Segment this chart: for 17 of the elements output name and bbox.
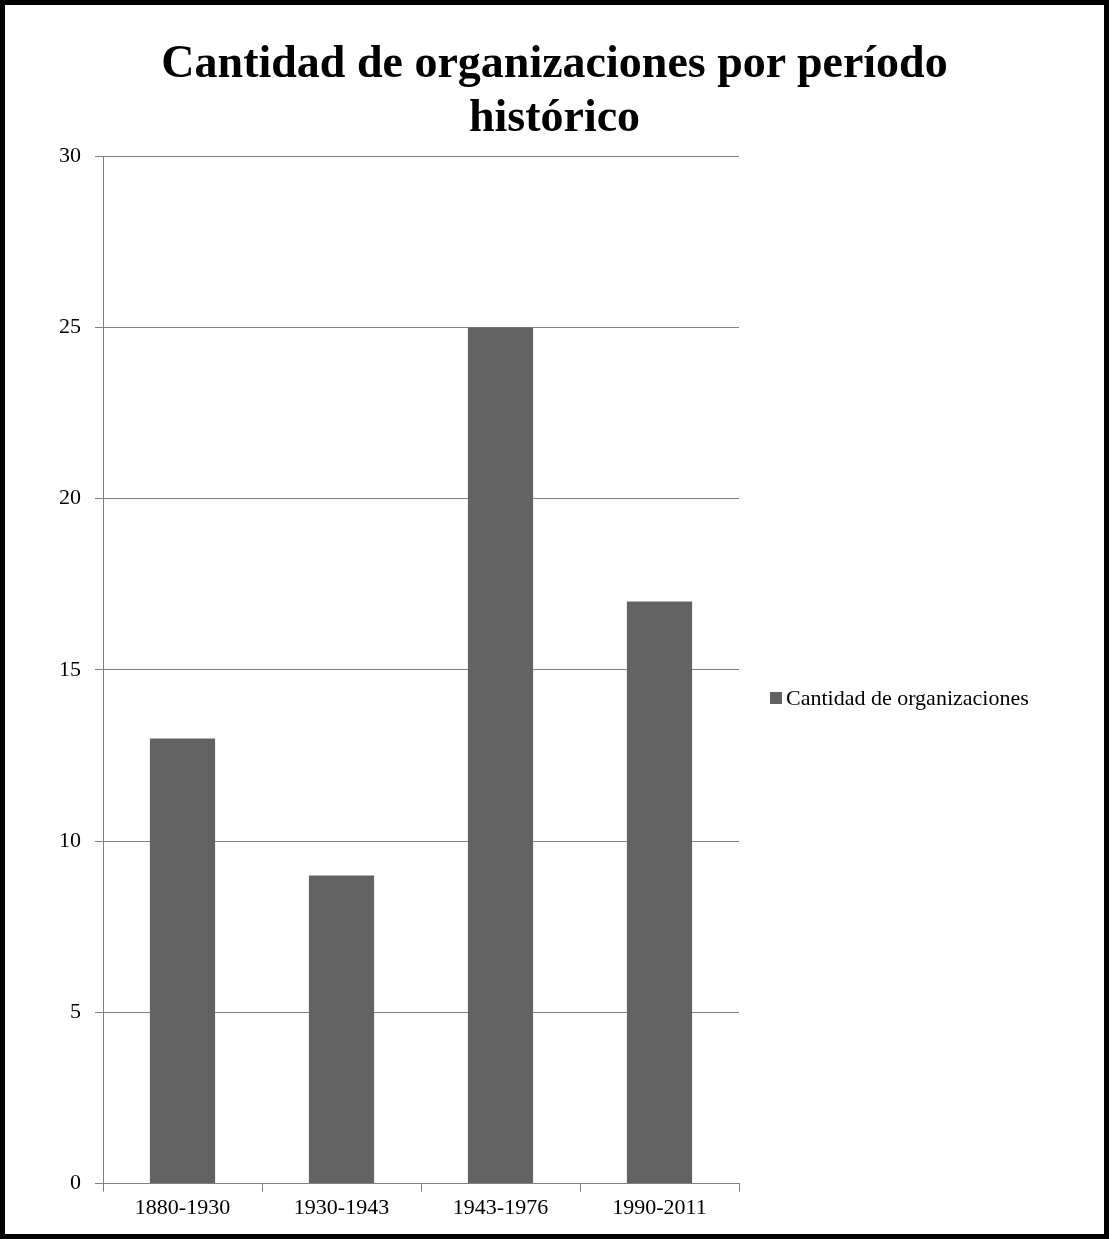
- y-tick-label: 10: [59, 826, 81, 852]
- y-tick-label: 25: [59, 313, 81, 339]
- x-tick-label: 1880-1930: [134, 1193, 231, 1219]
- bar: [308, 875, 375, 1184]
- y-tick-label: 30: [59, 141, 81, 167]
- y-tick-label: 20: [59, 484, 81, 510]
- bar: [626, 601, 693, 1184]
- y-tick-label: 15: [59, 655, 81, 681]
- legend-label: Cantidad de organizaciones: [786, 685, 1029, 711]
- chart-title: Cantidad de organizaciones por período histórico: [160, 35, 949, 141]
- bar: [149, 738, 216, 1184]
- bar: [467, 327, 534, 1184]
- y-tick-label: 5: [70, 998, 81, 1024]
- x-tick-label: 1943-1976: [452, 1193, 549, 1219]
- x-tick-label: 1930-1943: [293, 1193, 390, 1219]
- y-tick-label: 0: [70, 1169, 81, 1195]
- x-tick-label: 1990-2011: [612, 1193, 707, 1219]
